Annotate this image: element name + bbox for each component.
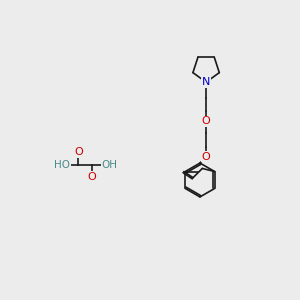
- Text: N: N: [202, 77, 210, 87]
- Text: OH: OH: [101, 160, 117, 170]
- Text: O: O: [74, 147, 83, 157]
- Text: O: O: [202, 116, 211, 127]
- Text: O: O: [202, 152, 211, 162]
- Text: O: O: [88, 172, 97, 182]
- Text: HO: HO: [54, 160, 70, 170]
